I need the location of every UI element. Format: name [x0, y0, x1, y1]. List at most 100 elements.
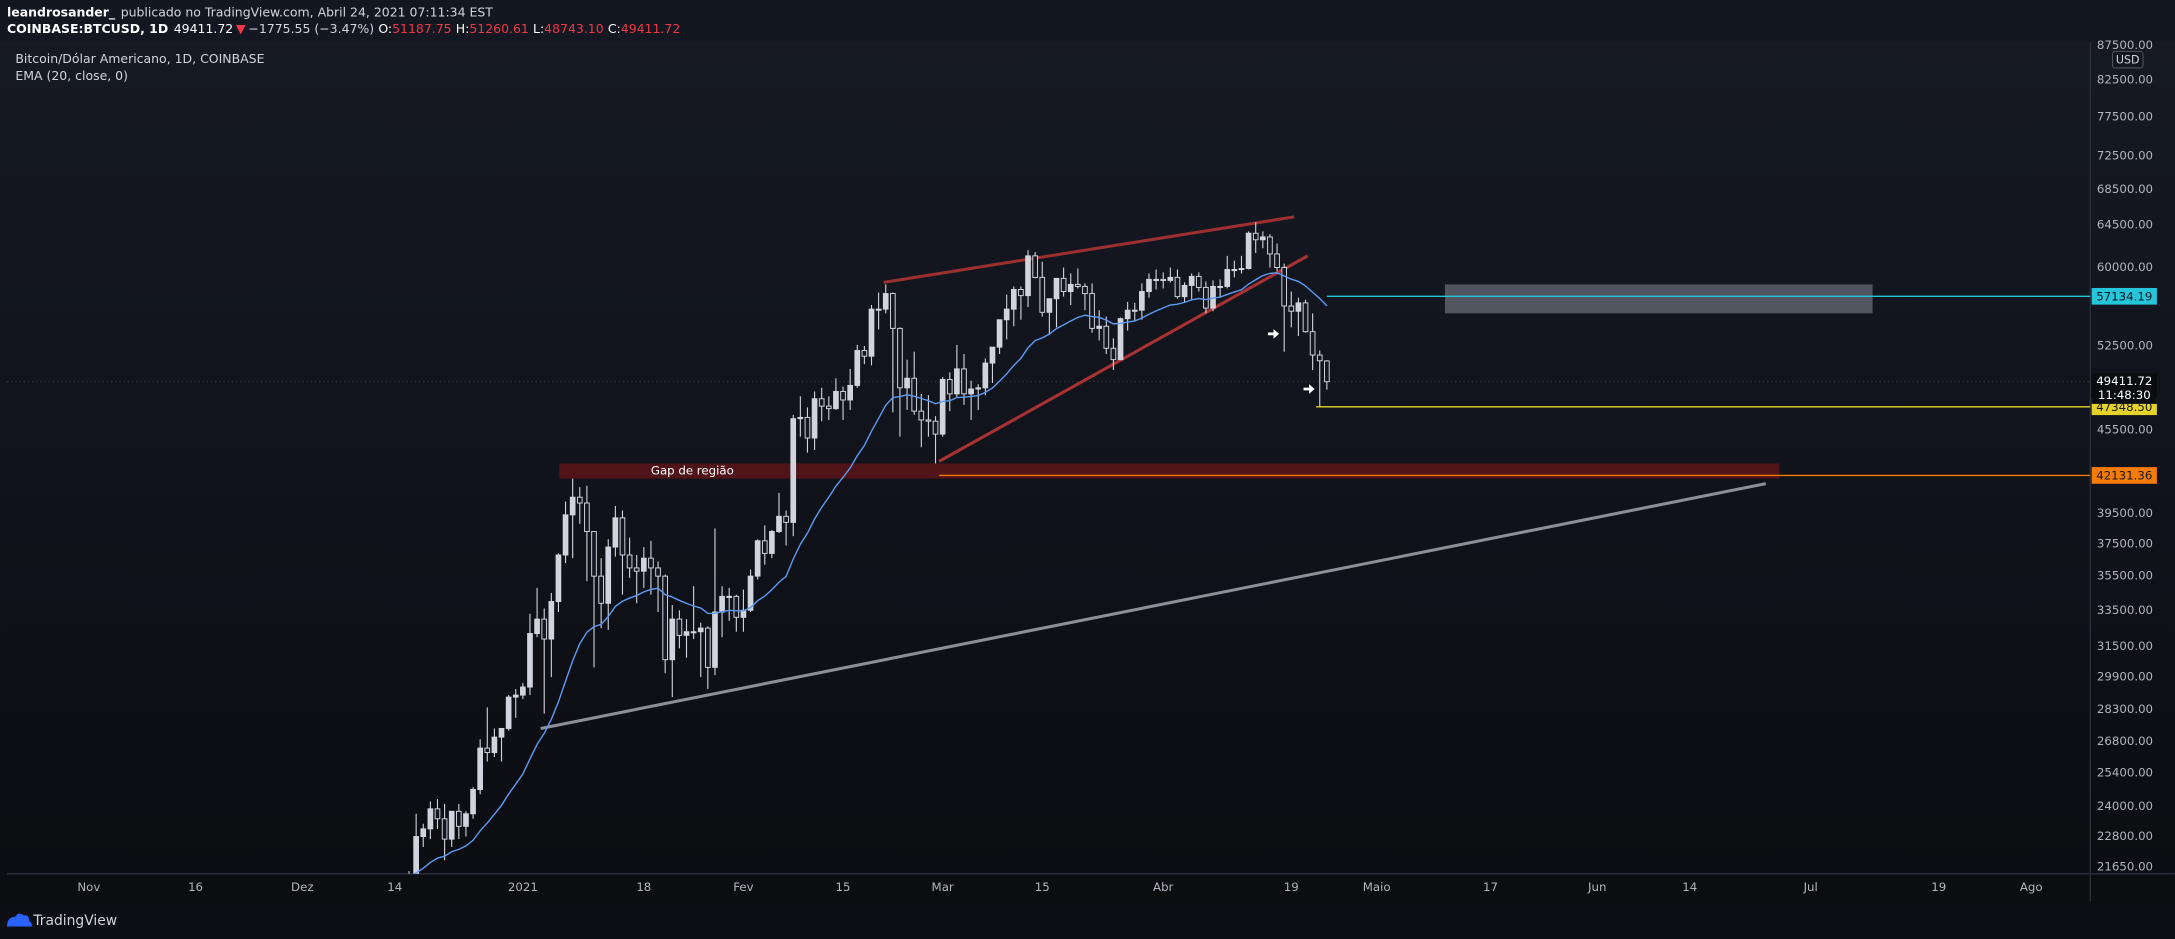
candle-body [1316, 354, 1323, 362]
x-tick-label: 19 [1931, 880, 1946, 894]
candle-body [484, 747, 491, 754]
candle-body [1160, 278, 1167, 281]
candle-body [434, 808, 441, 820]
candle-body [1195, 275, 1202, 288]
y-tick-label: 45500.00 [2097, 423, 2153, 437]
header-bar [0, 0, 2175, 42]
candle-body [747, 575, 754, 611]
candle-body [569, 496, 576, 516]
candle-body [626, 554, 633, 569]
candle-body [612, 517, 619, 548]
y-tick-label: 72500.00 [2097, 149, 2153, 163]
y-tick-label: 31500.00 [2097, 639, 2153, 653]
x-tick-label: 18 [636, 880, 651, 894]
candle-body [619, 517, 626, 556]
candle-body [1238, 268, 1245, 271]
candle-body [1231, 268, 1238, 272]
candle-body [1018, 288, 1024, 297]
symbol: COINBASE:BTCUSD, 1D [7, 21, 168, 36]
candle-body [1153, 278, 1159, 281]
candle-body [697, 627, 704, 633]
candle-body [754, 540, 761, 577]
candle-body [1075, 283, 1081, 287]
y-tick-label: 29900.00 [2097, 670, 2153, 684]
candle-body [690, 631, 697, 634]
candle-body [1309, 331, 1316, 356]
trend-line [938, 254, 1309, 463]
x-tick-label: 17 [1483, 880, 1498, 894]
y-tick-label: 35500.00 [2097, 569, 2153, 583]
x-tick-label: 19 [1284, 880, 1299, 894]
candle-body [804, 416, 811, 439]
candle-body [897, 327, 903, 389]
candle-body [761, 540, 768, 554]
candle-body [1082, 285, 1088, 295]
candle-body [726, 595, 733, 598]
candle-body [633, 567, 640, 572]
candle-body [968, 388, 974, 395]
candle-body [797, 416, 804, 420]
candle-body [1103, 325, 1110, 349]
price-label: 57134.19 [2096, 289, 2152, 303]
candle-body [1139, 291, 1145, 311]
candle-body [1167, 276, 1174, 281]
candle-body [1259, 236, 1266, 241]
axes: 87500.00 82500.00 77500.00 72500.00 68500.00… [77, 38, 2157, 894]
candle-body [996, 319, 1003, 348]
candle-body [904, 377, 910, 389]
candle-body [818, 398, 825, 407]
ohlc-value: 51260.61 [469, 21, 528, 36]
candle-body [1224, 268, 1231, 287]
candle-body [455, 810, 462, 827]
candle-body [854, 350, 861, 386]
candle-body [470, 788, 476, 815]
x-tick-label: Ago [2020, 880, 2043, 894]
x-tick-label: Abr [1153, 880, 1174, 894]
candle-body [833, 390, 839, 410]
candle-body [1046, 298, 1053, 313]
arrow-marker [1303, 384, 1315, 394]
candle-body [1124, 309, 1131, 320]
x-tick-label: Nov [77, 880, 100, 894]
candle-body [584, 502, 590, 532]
brand: TradingView [32, 913, 117, 929]
x-tick-label: Jun [1587, 880, 1606, 894]
currency-box [2112, 50, 2144, 69]
y-tick-label: 33500.00 [2097, 603, 2153, 617]
ohlc-label: O: [378, 21, 392, 36]
x-tick-label: Fev [733, 880, 753, 894]
countdown: 11:48:30 [2098, 388, 2151, 402]
y-tick-label: 60000.00 [2097, 260, 2153, 274]
ema-line [412, 272, 1328, 874]
x-tick-label: 14 [387, 880, 402, 894]
candle-body [555, 554, 562, 603]
candle-body [932, 420, 939, 435]
candle-body [847, 384, 853, 401]
x-tick-label: Dez [291, 880, 313, 894]
candle-body [1302, 302, 1309, 333]
candle-body [1324, 360, 1330, 383]
indicator-label: EMA (20, close, 0) [15, 68, 128, 83]
x-tick-label: 14 [1682, 880, 1697, 894]
zone-rectangle [1444, 284, 1873, 314]
candle-body [1067, 283, 1074, 293]
candle-body [811, 398, 818, 439]
candle-body [911, 377, 918, 412]
candle-body [776, 515, 782, 532]
candle-body [669, 618, 676, 661]
candle-body [890, 293, 896, 329]
candle-body [527, 633, 533, 688]
candle-body [939, 378, 946, 435]
candle-body [534, 618, 540, 635]
y-tick-label: 28300.00 [2097, 702, 2153, 716]
plot-area: Gap de região [7, 215, 2091, 874]
candle-body [918, 410, 925, 421]
y-tick-label: 22800.00 [2097, 829, 2153, 843]
x-tick-label: Mar [932, 880, 954, 894]
candle-body [982, 362, 989, 389]
chart-title: Bitcoin/Dólar Americano, 1D, COINBASE [15, 51, 264, 66]
candle-body [1053, 277, 1060, 300]
candle-body [719, 595, 725, 613]
candle-body [705, 627, 711, 668]
